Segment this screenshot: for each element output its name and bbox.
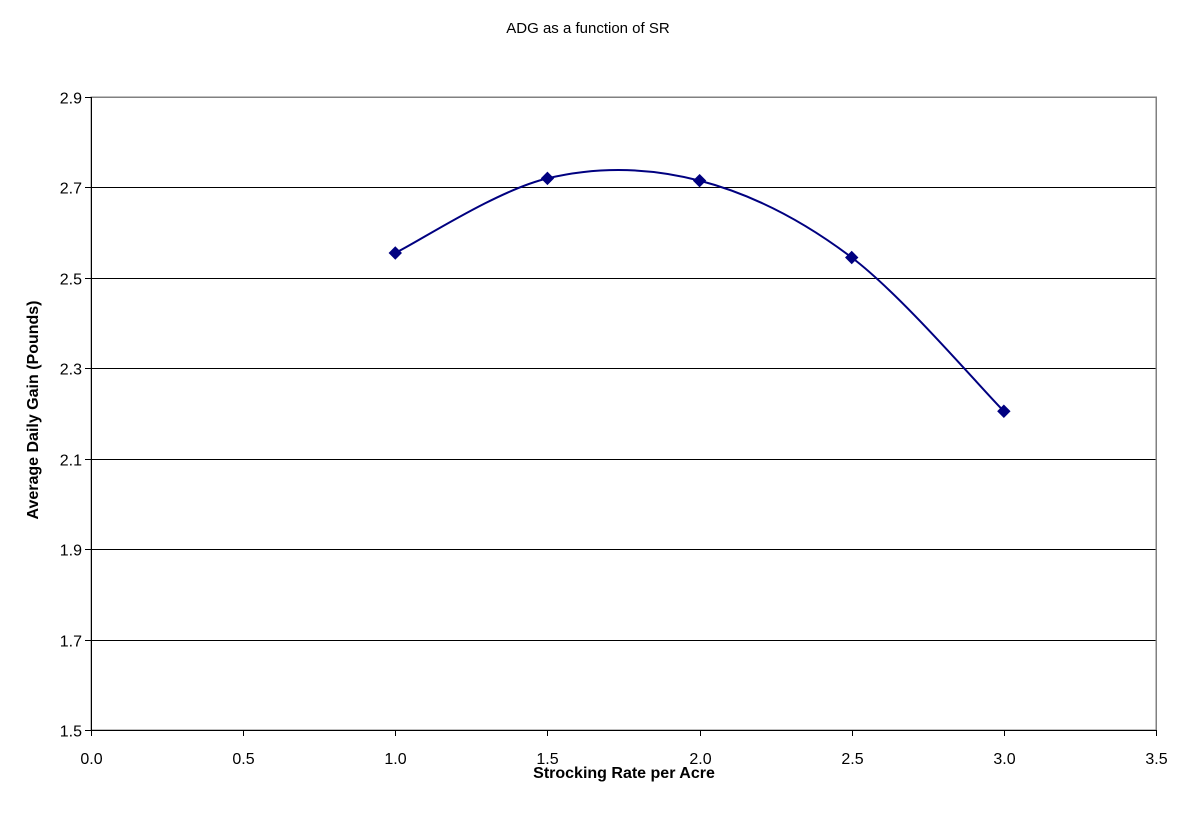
x-tick-label: 3.5 <box>1145 751 1167 768</box>
x-tick-label: 2.5 <box>841 751 863 768</box>
x-tick-label: 0.5 <box>232 751 254 768</box>
series-line <box>394 169 1005 412</box>
data-point-marker <box>540 171 555 186</box>
x-tick-label: 3.0 <box>993 751 1015 768</box>
x-tick-label: 1.5 <box>536 751 558 768</box>
y-tick-label: 2.1 <box>60 453 82 470</box>
data-point-marker <box>388 246 402 260</box>
axes <box>85 97 1157 736</box>
y-axis-title: Average Daily Gain (Pounds) <box>25 300 42 519</box>
plot-area <box>90 96 1157 731</box>
data-point-marker <box>997 404 1011 418</box>
y-tick-label: 2.3 <box>60 362 82 379</box>
tick-labels: 1.5 1.7 1.9 2.1 2.3 2.5 2.7 2.9 0.0 0.5 1.0 1.5 2.0 2… <box>60 91 1168 769</box>
y-tick-label: 1.9 <box>60 543 82 560</box>
y-tick-label: 1.5 <box>60 724 82 741</box>
data-point-marker <box>692 173 707 188</box>
data-point-marker <box>845 250 859 265</box>
x-tick-label: 2.0 <box>689 751 711 768</box>
chart-title: ADG as a function of SR <box>506 20 670 37</box>
y-tick-label: 2.5 <box>60 272 82 289</box>
x-axis-title: Strocking Rate per Acre <box>533 765 715 782</box>
y-tick-label: 2.7 <box>60 181 82 198</box>
x-tick-label: 1.0 <box>384 751 406 768</box>
x-tick-label: 0.0 <box>80 751 102 768</box>
series-layer <box>388 169 1011 418</box>
y-tick-label: 2.9 <box>60 91 82 108</box>
gridlines <box>91 187 1156 641</box>
y-tick-label: 1.7 <box>60 634 82 651</box>
